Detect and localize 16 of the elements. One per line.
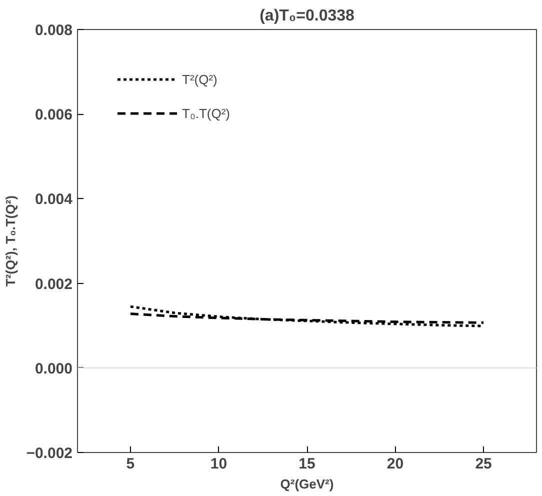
chart-title: (a)T₀=0.0338 xyxy=(260,8,355,24)
y-tick-label: 0.002 xyxy=(34,276,73,293)
y-tick-label: 0.004 xyxy=(34,191,74,208)
legend-label: T²(Q²) xyxy=(182,72,218,86)
x-tick-label: 10 xyxy=(210,456,228,472)
y-tick-label: 0.000 xyxy=(34,360,73,378)
x-axis-title: Q²(GeV²) xyxy=(280,476,334,492)
x-tick-label: 5 xyxy=(126,456,135,472)
y-axis-title: T²(Q²), T₀.T(Q²) xyxy=(3,195,18,287)
y-tick-label: 0.006 xyxy=(34,106,73,124)
x-tick-label: 15 xyxy=(298,456,316,472)
x-tick-label: 20 xyxy=(386,456,404,472)
y-tick-label: 0.008 xyxy=(34,22,73,39)
x-tick-label: 25 xyxy=(475,456,492,472)
y-tick-label: −0.002 xyxy=(26,445,72,462)
legend-label: T₀.T(Q²) xyxy=(182,106,230,120)
